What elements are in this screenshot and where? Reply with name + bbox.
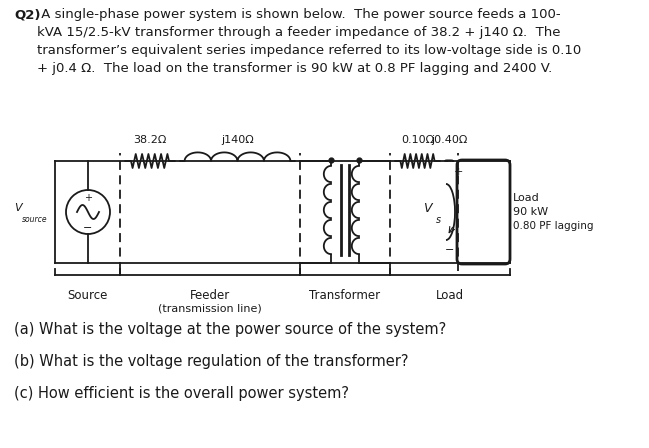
Text: −: − [83, 223, 93, 233]
Text: transformer’s equivalent series impedance referred to its low-voltage side is 0.: transformer’s equivalent series impedanc… [37, 44, 582, 57]
Text: source: source [22, 215, 47, 224]
Text: Load: Load [513, 193, 540, 203]
Text: kVA 15/2.5-kV transformer through a feeder impedance of 38.2 + j140 Ω.  The: kVA 15/2.5-kV transformer through a feed… [37, 26, 561, 39]
Text: 0.10Ω: 0.10Ω [401, 135, 434, 145]
Text: Load: Load [436, 289, 464, 302]
Text: + j0.4 Ω.  The load on the transformer is 90 kW at 0.8 PF lagging and 2400 V.: + j0.4 Ω. The load on the transformer is… [37, 62, 552, 75]
Text: A single-phase power system is shown below.  The power source feeds a 100-: A single-phase power system is shown bel… [37, 8, 561, 21]
Text: j0.40Ω: j0.40Ω [431, 135, 467, 145]
Text: Q2): Q2) [14, 8, 40, 21]
Text: +: + [453, 167, 463, 177]
Text: Feeder: Feeder [190, 289, 230, 302]
Text: V: V [424, 202, 432, 215]
Text: V: V [14, 203, 21, 213]
Text: 38.2Ω: 38.2Ω [133, 135, 167, 145]
Text: (c) How efficient is the overall power system?: (c) How efficient is the overall power s… [14, 386, 349, 401]
Text: 90 kW: 90 kW [513, 207, 548, 217]
Text: +: + [84, 193, 92, 203]
Text: −: − [445, 245, 455, 255]
Text: 0.80 PF lagging: 0.80 PF lagging [513, 221, 593, 231]
Text: s: s [436, 215, 441, 225]
Text: Transformer: Transformer [310, 289, 380, 302]
Text: (a) What is the voltage at the power source of the system?: (a) What is the voltage at the power sou… [14, 322, 447, 337]
Text: (b) What is the voltage regulation of the transformer?: (b) What is the voltage regulation of th… [14, 354, 408, 369]
Text: j140Ω: j140Ω [221, 135, 254, 145]
Text: (transmission line): (transmission line) [158, 303, 262, 313]
Text: Source: Source [67, 289, 108, 302]
